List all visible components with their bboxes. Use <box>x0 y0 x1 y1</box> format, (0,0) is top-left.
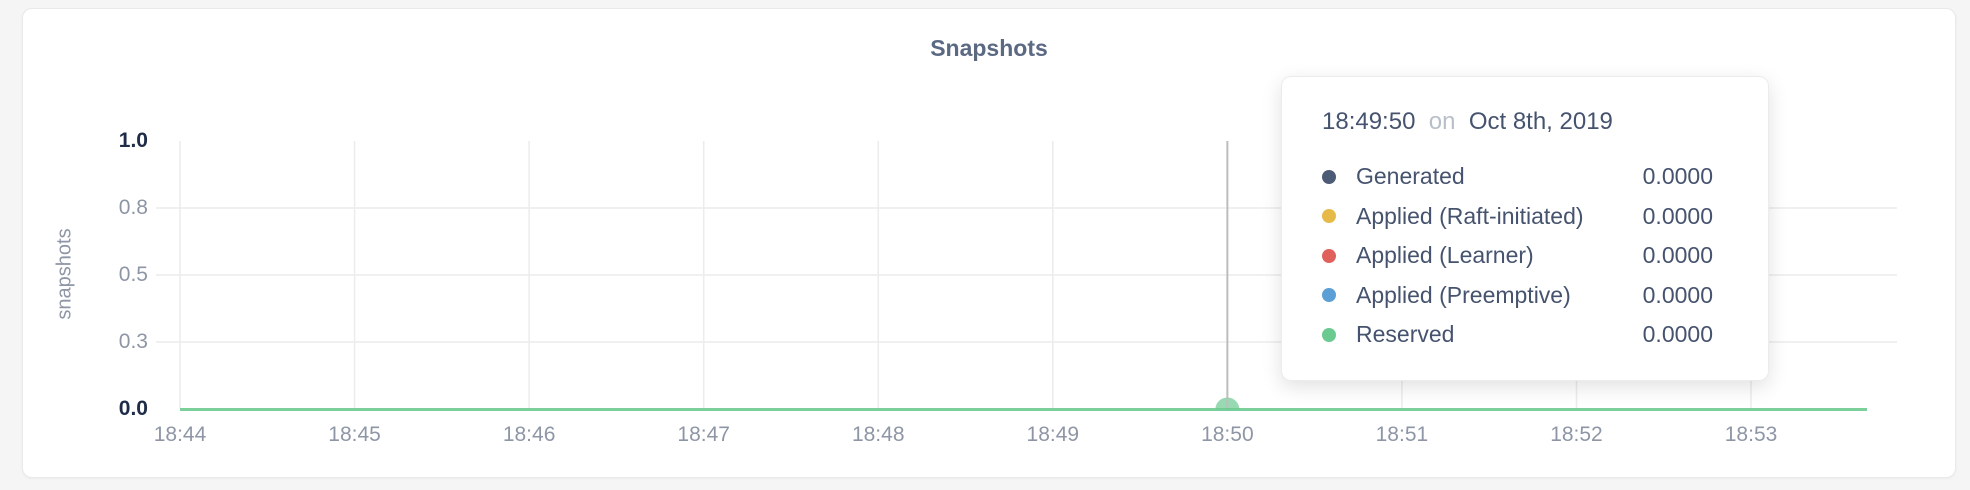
x-tick-label: 18:49 <box>1026 423 1080 446</box>
series-value: 0.0000 <box>1642 321 1713 348</box>
hover-tooltip: 18:49:50 on Oct 8th, 2019 Generated 0.000… <box>1281 76 1769 381</box>
x-tick-label: 18:48 <box>851 423 905 446</box>
tooltip-legend-row: Applied (Raft-initiated) 0.0000 <box>1322 197 1713 237</box>
tooltip-legend-row: Applied (Preemptive) 0.0000 <box>1322 276 1713 316</box>
y-tick-label: 0.5 <box>118 263 148 286</box>
chart-title: Snapshots <box>930 35 1048 61</box>
series-label: Applied (Learner) <box>1356 242 1534 269</box>
x-tick-label: 18:44 <box>153 423 207 446</box>
tooltip-header: 18:49:50 on Oct 8th, 2019 <box>1322 107 1713 137</box>
series-value: 0.0000 <box>1642 281 1713 308</box>
tooltip-legend-row: Reserved 0.0000 <box>1322 315 1713 355</box>
tooltip-legend: Generated 0.0000 Applied (Raft-initiated) 0… <box>1282 157 1768 355</box>
x-tick-label: 18:51 <box>1375 423 1429 446</box>
series-color-dot-icon <box>1322 169 1336 184</box>
series-value: 0.0000 <box>1642 202 1713 229</box>
series-color-dot-icon <box>1322 288 1336 303</box>
series-color-dot-icon <box>1322 327 1336 342</box>
series-color-dot-icon <box>1322 209 1336 224</box>
series-color-dot-icon <box>1322 248 1336 263</box>
tooltip-legend-row: Generated 0.0000 <box>1322 157 1713 197</box>
series-label: Reserved <box>1356 321 1455 348</box>
y-tick-label: 0.0 <box>118 397 148 420</box>
tooltip-conjunction: on <box>1428 108 1456 135</box>
x-tick-label: 18:45 <box>328 423 381 446</box>
y-tick-label: 1.0 <box>118 129 148 152</box>
x-tick-label: 18:53 <box>1724 423 1778 446</box>
x-tick-label: 18:47 <box>677 423 730 446</box>
series-value: 0.0000 <box>1642 242 1713 269</box>
y-axis-title: snapshots <box>53 228 76 320</box>
tooltip-time: 18:49:50 <box>1322 108 1416 135</box>
tooltip-date: Oct 8th, 2019 <box>1468 108 1613 135</box>
series-label: Applied (Preemptive) <box>1356 281 1571 308</box>
chart-card: Snapshots 0.0 0.3 0.5 0.8 1.0 18:44 18:45 18:4… <box>22 8 1956 478</box>
x-tick-label: 18:52 <box>1550 423 1603 446</box>
x-tick-label: 18:46 <box>502 423 556 446</box>
tooltip-legend-row: Applied (Learner) 0.0000 <box>1322 236 1713 276</box>
series-label: Applied (Raft-initiated) <box>1356 202 1584 229</box>
y-tick-label: 0.8 <box>118 196 148 219</box>
series-value: 0.0000 <box>1642 163 1713 190</box>
x-tick-label: 18:50 <box>1201 423 1254 446</box>
series-label: Generated <box>1356 163 1465 190</box>
y-tick-label: 0.3 <box>118 330 148 353</box>
